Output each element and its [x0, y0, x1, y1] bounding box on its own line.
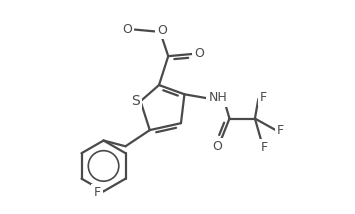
- Text: O: O: [195, 47, 204, 60]
- Text: O: O: [158, 24, 168, 37]
- Text: S: S: [131, 94, 140, 108]
- Text: NH: NH: [209, 92, 227, 104]
- Text: F: F: [260, 91, 267, 104]
- Text: F: F: [93, 186, 100, 199]
- Text: O: O: [212, 140, 222, 153]
- Text: F: F: [261, 141, 268, 154]
- Text: O: O: [122, 23, 132, 36]
- Text: F: F: [277, 124, 284, 137]
